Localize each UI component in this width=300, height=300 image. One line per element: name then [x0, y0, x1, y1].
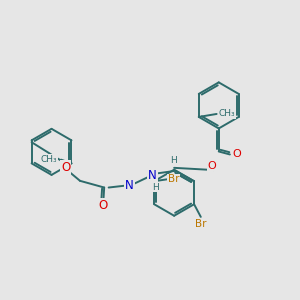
- Text: Br: Br: [168, 174, 179, 184]
- Text: O: O: [61, 161, 70, 174]
- Text: N: N: [125, 179, 134, 192]
- Text: O: O: [99, 199, 108, 212]
- Text: N: N: [148, 169, 157, 182]
- Text: Br: Br: [195, 219, 206, 229]
- Text: H: H: [170, 156, 177, 165]
- Text: O: O: [232, 149, 241, 160]
- Text: CH₃: CH₃: [41, 155, 58, 164]
- Text: H: H: [152, 183, 159, 192]
- Text: O: O: [208, 160, 216, 171]
- Text: CH₃: CH₃: [219, 110, 235, 118]
